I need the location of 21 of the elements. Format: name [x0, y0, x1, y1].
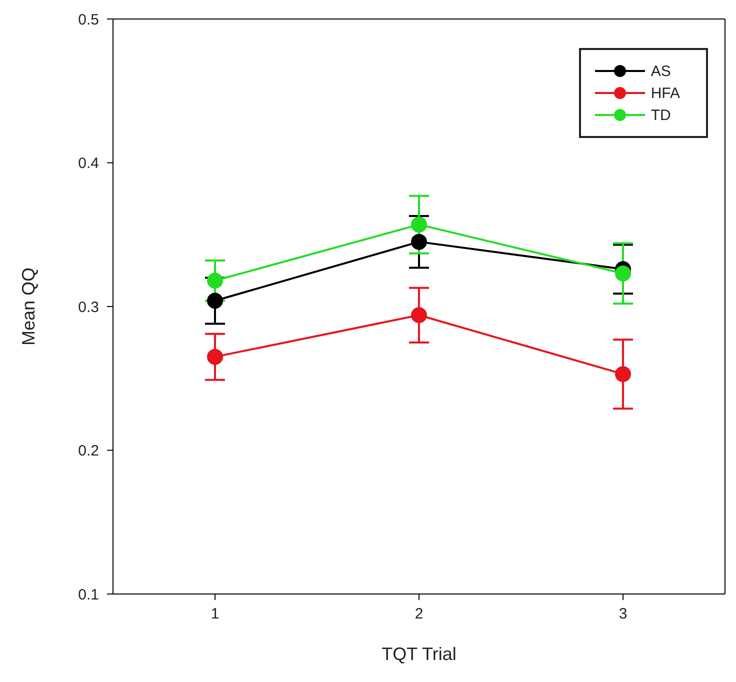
point	[411, 234, 427, 250]
point	[411, 307, 427, 324]
y-tick-label: 0.4	[78, 155, 99, 172]
y-tick-label: 0.2	[78, 442, 99, 460]
x-tick-label: 2	[414, 606, 424, 623]
x-tick-label: 3	[618, 606, 628, 623]
point	[411, 216, 427, 233]
y-axis-title: Mean QQ	[18, 267, 38, 346]
point	[207, 348, 223, 365]
legend-label: AS	[650, 62, 671, 80]
y-tick-label: 0.3	[78, 298, 99, 316]
point	[615, 265, 631, 282]
point	[615, 366, 631, 382]
y-tick-label: 0.5	[78, 11, 99, 28]
x-axis-title: TQT Trial	[382, 644, 456, 664]
point	[207, 292, 223, 309]
legend-label: TD	[650, 106, 671, 124]
point	[207, 272, 223, 289]
legend-label: HFA	[650, 84, 680, 102]
x-tick-label: 1	[210, 606, 220, 623]
y-tick-label: 0.1	[78, 586, 99, 604]
